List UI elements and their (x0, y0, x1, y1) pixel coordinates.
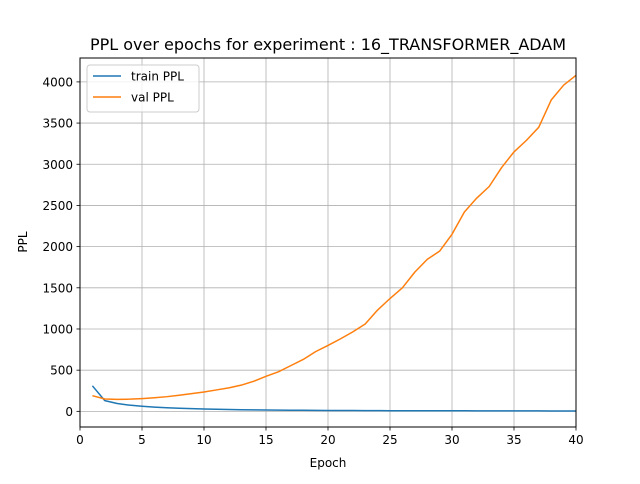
y-axis-ticks: 0 500 1000 1500 2000 2500 3000 3500 4000 (42, 75, 80, 419)
legend-label-train-ppl: train PPL (131, 70, 184, 84)
y-tick-label: 3000 (42, 158, 73, 172)
x-tick-label: 20 (320, 433, 335, 447)
x-tick-label: 15 (258, 433, 273, 447)
y-tick-label: 1000 (42, 322, 73, 336)
y-tick-label: 500 (50, 364, 73, 378)
y-tick-label: 0 (65, 405, 73, 419)
legend: train PPL val PPL (86, 64, 200, 113)
train-ppl-line (91, 385, 576, 412)
val-ppl-line (92, 74, 577, 401)
x-tick-label: 40 (568, 433, 583, 447)
y-tick-label: 4000 (42, 75, 73, 89)
y-axis-label: PPL (16, 231, 30, 252)
x-tick-label: 30 (444, 433, 459, 447)
x-tick-label: 5 (138, 433, 146, 447)
y-tick-label: 2500 (42, 199, 73, 213)
legend-label-val-ppl: val PPL (131, 91, 174, 105)
chart-title: PPL over epochs for experiment : 16_TRAN… (90, 35, 566, 55)
y-tick-label: 3500 (42, 117, 73, 131)
y-tick-label: 1500 (42, 281, 73, 295)
x-axis-label: Epoch (310, 456, 347, 470)
x-tick-label: 25 (382, 433, 397, 447)
y-tick-label: 2000 (42, 240, 73, 254)
x-axis-ticks: 0 5 10 15 20 25 30 35 40 (76, 427, 584, 447)
series-lines (91, 74, 577, 412)
x-tick-label: 35 (506, 433, 521, 447)
x-tick-label: 0 (76, 433, 84, 447)
x-tick-label: 10 (196, 433, 211, 447)
